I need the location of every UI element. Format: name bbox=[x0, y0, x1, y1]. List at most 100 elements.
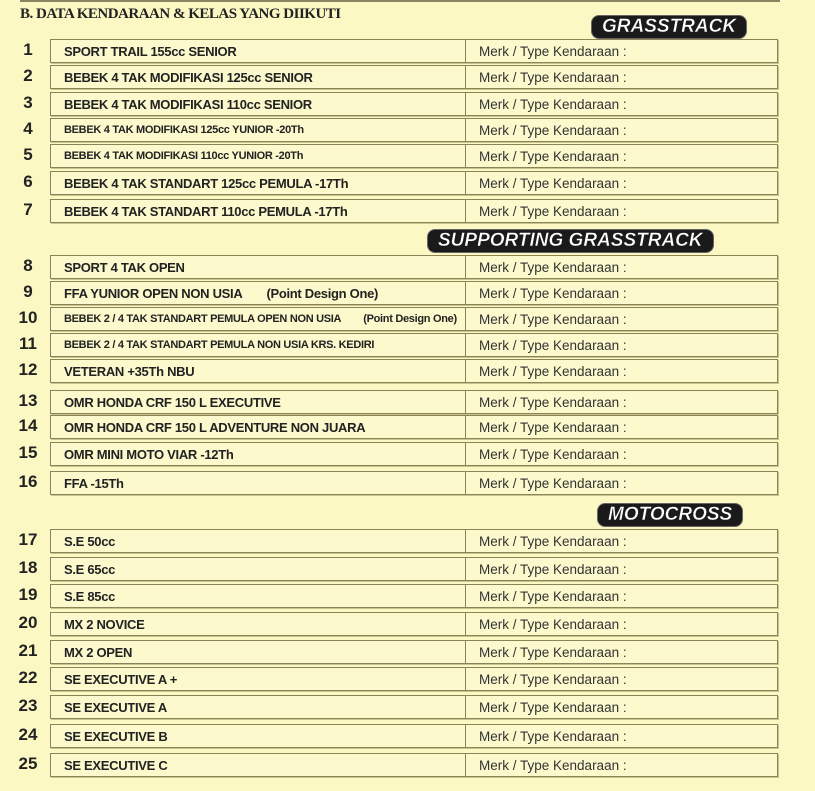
vehicle-type-field[interactable]: Merk / Type Kendaraan : bbox=[465, 360, 627, 382]
row-number: 11 bbox=[19, 334, 37, 353]
vehicle-type-field[interactable]: Merk / Type Kendaraan : bbox=[465, 256, 627, 278]
class-name: OMR HONDA CRF 150 L ADVENTURE NON JUARA bbox=[64, 416, 366, 439]
category-badge: GRASSTRACK bbox=[592, 16, 747, 38]
class-row: BEBEK 4 TAK MODIFIKASI 110cc SENIOR Merk … bbox=[50, 92, 778, 116]
vehicle-type-field[interactable]: Merk / Type Kendaraan : bbox=[465, 145, 627, 167]
vehicle-type-field[interactable]: Merk / Type Kendaraan : bbox=[465, 282, 627, 304]
class-row: VETERAN +35Th NBU Merk / Type Kendaraan : bbox=[50, 359, 778, 383]
class-name: BEBEK 4 TAK MODIFIKASI 110cc SENIOR bbox=[64, 93, 312, 116]
class-row: BEBEK 4 TAK MODIFIKASI 110cc YUNIOR -20T… bbox=[50, 144, 778, 168]
row-number: 9 bbox=[23, 282, 33, 301]
class-row: SE EXECUTIVE B Merk / Type Kendaraan : bbox=[50, 724, 778, 748]
class-row: OMR HONDA CRF 150 L EXECUTIVE Merk / Type… bbox=[50, 390, 778, 414]
divider bbox=[20, 0, 780, 2]
class-label: BEBEK 4 TAK STANDART 110cc PEMULA -17Th bbox=[64, 204, 348, 219]
class-row: BEBEK 2 / 4 TAK STANDART PEMULA NON USIA… bbox=[50, 333, 778, 357]
vehicle-type-field[interactable]: Merk / Type Kendaraan : bbox=[465, 416, 627, 438]
class-row: SE EXECUTIVE A Merk / Type Kendaraan : bbox=[50, 695, 778, 719]
vehicle-type-field[interactable]: Merk / Type Kendaraan : bbox=[465, 443, 627, 465]
class-name: OMR HONDA CRF 150 L EXECUTIVE bbox=[64, 391, 281, 414]
row-number: 16 bbox=[18, 472, 38, 491]
vehicle-type-field[interactable]: Merk / Type Kendaraan : bbox=[465, 334, 627, 356]
row-number: 25 bbox=[18, 754, 38, 773]
vehicle-type-field[interactable]: Merk / Type Kendaraan : bbox=[465, 93, 627, 115]
class-row: S.E 85cc Merk / Type Kendaraan : bbox=[50, 584, 778, 608]
row-number: 23 bbox=[18, 696, 38, 715]
class-name: SE EXECUTIVE B bbox=[64, 725, 168, 748]
class-label: BEBEK 4 TAK MODIFIKASI 125cc SENIOR bbox=[64, 70, 313, 85]
class-label: BEBEK 4 TAK MODIFIKASI 110cc YUNIOR -20T… bbox=[64, 150, 304, 162]
class-name: VETERAN +35Th NBU bbox=[64, 360, 195, 383]
vehicle-type-field[interactable]: Merk / Type Kendaraan : bbox=[465, 530, 627, 552]
class-name: BEBEK 2 / 4 TAK STANDART PEMULA NON USIA… bbox=[64, 334, 374, 357]
row-number: 1 bbox=[23, 40, 33, 59]
class-name: FFA -15Th bbox=[64, 472, 124, 495]
class-name: SE EXECUTIVE A bbox=[64, 696, 167, 719]
vehicle-type-field[interactable]: Merk / Type Kendaraan : bbox=[465, 585, 627, 607]
class-name: FFA YUNIOR OPEN NON USIA (Point Design On… bbox=[64, 282, 378, 305]
class-label: BEBEK 2 / 4 TAK STANDART PEMULA NON USIA… bbox=[64, 339, 375, 351]
class-row: BEBEK 2 / 4 TAK STANDART PEMULA OPEN NON… bbox=[50, 307, 778, 331]
class-name: SE EXECUTIVE A + bbox=[64, 668, 177, 691]
row-number: 14 bbox=[18, 416, 38, 435]
class-row: BEBEK 4 TAK MODIFIKASI 125cc SENIOR Merk … bbox=[50, 65, 778, 89]
class-row: FFA YUNIOR OPEN NON USIA (Point Design On… bbox=[50, 281, 778, 305]
row-number: 10 bbox=[18, 308, 38, 327]
class-name: SE EXECUTIVE C bbox=[64, 754, 168, 777]
class-name: BEBEK 4 TAK MODIFIKASI 125cc SENIOR bbox=[64, 66, 313, 89]
vehicle-type-field[interactable]: Merk / Type Kendaraan : bbox=[465, 119, 627, 141]
row-number: 3 bbox=[23, 93, 33, 112]
vehicle-type-field[interactable]: Merk / Type Kendaraan : bbox=[465, 641, 627, 663]
class-name: SPORT TRAIL 155cc SENIOR bbox=[64, 40, 237, 63]
class-label: BEBEK 4 TAK MODIFIKASI 110cc SENIOR bbox=[64, 97, 312, 112]
row-number: 6 bbox=[23, 172, 33, 191]
vehicle-type-field[interactable]: Merk / Type Kendaraan : bbox=[465, 200, 627, 222]
row-number: 17 bbox=[18, 530, 38, 549]
vehicle-type-field[interactable]: Merk / Type Kendaraan : bbox=[465, 40, 627, 62]
vehicle-type-field[interactable]: Merk / Type Kendaraan : bbox=[465, 472, 627, 494]
class-row: SE EXECUTIVE C Merk / Type Kendaraan : bbox=[50, 753, 778, 777]
vehicle-type-field[interactable]: Merk / Type Kendaraan : bbox=[465, 668, 627, 690]
class-label: OMR MINI MOTO VIAR -12Th bbox=[64, 447, 234, 462]
vehicle-type-field[interactable]: Merk / Type Kendaraan : bbox=[465, 391, 627, 413]
row-number: 2 bbox=[23, 66, 33, 85]
vehicle-type-field[interactable]: Merk / Type Kendaraan : bbox=[465, 308, 627, 330]
vehicle-type-field[interactable]: Merk / Type Kendaraan : bbox=[465, 696, 627, 718]
class-label: SPORT TRAIL 155cc SENIOR bbox=[64, 44, 237, 59]
vehicle-type-field[interactable]: Merk / Type Kendaraan : bbox=[465, 172, 627, 194]
row-number: 4 bbox=[23, 119, 33, 138]
vehicle-type-field[interactable]: Merk / Type Kendaraan : bbox=[465, 66, 627, 88]
class-label: SE EXECUTIVE C bbox=[64, 758, 168, 773]
class-name: SPORT 4 TAK OPEN bbox=[64, 256, 185, 279]
class-row: FFA -15Th Merk / Type Kendaraan : bbox=[50, 471, 778, 495]
class-name: S.E 50cc bbox=[64, 530, 115, 553]
class-name: BEBEK 4 TAK MODIFIKASI 125cc YUNIOR -20T… bbox=[64, 119, 304, 142]
class-label: VETERAN +35Th NBU bbox=[64, 364, 195, 379]
class-label: MX 2 NOVICE bbox=[64, 617, 145, 632]
class-row: BEBEK 4 TAK STANDART 110cc PEMULA -17Th M… bbox=[50, 199, 778, 223]
class-name: S.E 65cc bbox=[64, 558, 115, 581]
row-number: 19 bbox=[18, 585, 38, 604]
row-number: 8 bbox=[23, 256, 33, 275]
row-number: 13 bbox=[18, 391, 38, 410]
vehicle-type-field[interactable]: Merk / Type Kendaraan : bbox=[465, 754, 627, 776]
vehicle-type-field[interactable]: Merk / Type Kendaraan : bbox=[465, 725, 627, 747]
class-name: BEBEK 4 TAK MODIFIKASI 110cc YUNIOR -20T… bbox=[64, 145, 303, 168]
class-row: S.E 50cc Merk / Type Kendaraan : bbox=[50, 529, 778, 553]
class-row: OMR HONDA CRF 150 L ADVENTURE NON JUARA M… bbox=[50, 415, 778, 439]
class-label: BEBEK 2 / 4 TAK STANDART PEMULA OPEN NON… bbox=[64, 313, 342, 325]
class-row: BEBEK 4 TAK MODIFIKASI 125cc YUNIOR -20T… bbox=[50, 118, 778, 142]
class-label: SE EXECUTIVE A bbox=[64, 700, 167, 715]
section-title: B. DATA KENDARAAN & KELAS YANG DIIKUTI bbox=[20, 6, 341, 22]
class-row: MX 2 NOVICE Merk / Type Kendaraan : bbox=[50, 612, 778, 636]
vehicle-type-field[interactable]: Merk / Type Kendaraan : bbox=[465, 613, 627, 635]
vehicle-type-field[interactable]: Merk / Type Kendaraan : bbox=[465, 558, 627, 580]
row-number: 7 bbox=[23, 200, 33, 219]
class-name: BEBEK 2 / 4 TAK STANDART PEMULA OPEN NON… bbox=[64, 308, 457, 331]
class-label: S.E 85cc bbox=[64, 589, 116, 604]
class-name: MX 2 OPEN bbox=[64, 641, 132, 664]
row-number: 24 bbox=[18, 725, 38, 744]
row-number: 20 bbox=[18, 613, 38, 632]
class-row: SE EXECUTIVE A + Merk / Type Kendaraan : bbox=[50, 667, 778, 691]
